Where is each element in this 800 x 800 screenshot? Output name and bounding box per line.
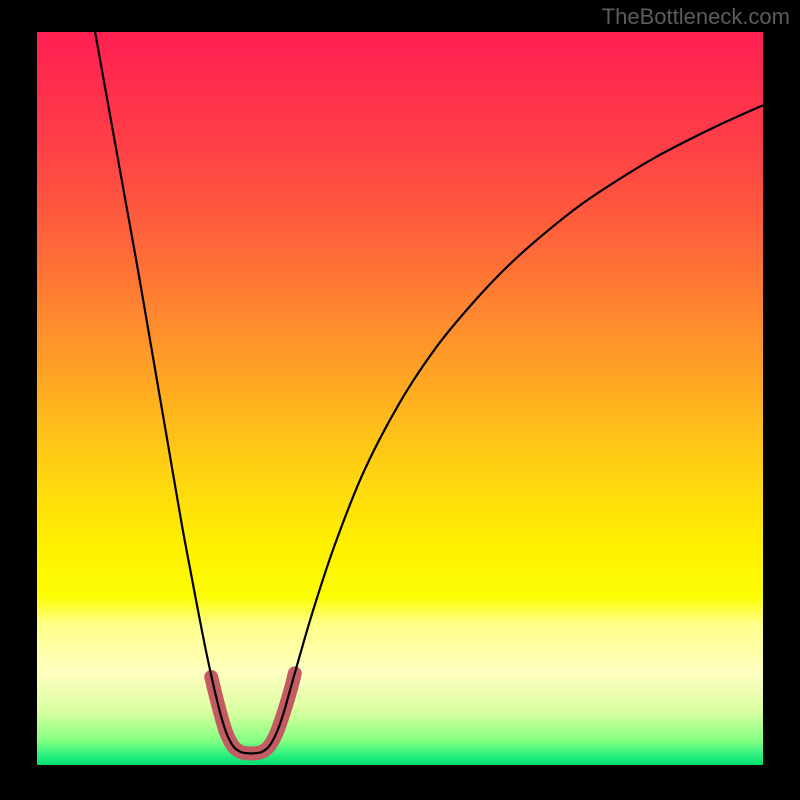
plot-background — [37, 32, 763, 765]
chart-stage: TheBottleneck.com — [0, 0, 800, 800]
chart-svg — [0, 0, 800, 800]
